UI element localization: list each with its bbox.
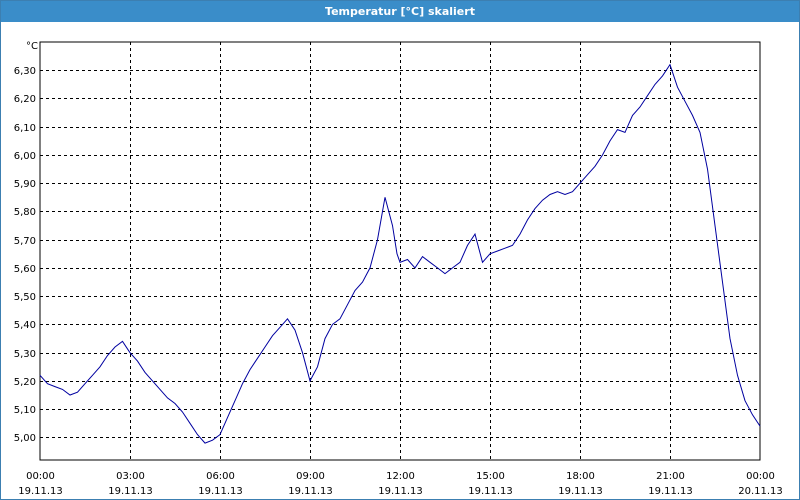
x-tick-time: 12:00 [386,471,415,482]
y-tick-label: 5,70 [14,236,36,247]
y-axis-unit: °C [26,41,38,52]
y-tick-label: 5,60 [14,264,36,275]
y-tick-label: 5,50 [14,292,36,303]
x-tick-time: 18:00 [566,471,595,482]
y-tick-label: 5,20 [14,377,36,388]
y-tick-label: 5,90 [14,179,36,190]
x-tick-date: 20.11.13 [738,486,783,497]
y-tick-label: 6,20 [14,94,36,105]
x-tick-time: 15:00 [476,471,505,482]
x-tick-date: 19.11.13 [18,486,63,497]
y-axis-labels: 5,00 5,10 5,20 5,30 5,40 5,50 5,60 5,70 5,80 5,90… [14,66,36,444]
x-axis-labels: 00:00 19.11.13 03:00 19.11.13 06:00 19.11.13 0… [18,471,783,497]
x-tick-date: 19.11.13 [108,486,153,497]
grid [40,42,760,460]
x-tick-date: 19.11.13 [468,486,513,497]
x-tick-date: 19.11.13 [378,486,423,497]
x-tick-date: 19.11.13 [648,486,693,497]
window-title: Temperatur [°C] skaliert [1,1,799,22]
x-tick-date: 19.11.13 [558,486,603,497]
y-tick-label: 5,10 [14,405,36,416]
y-tick-label: 6,30 [14,66,36,77]
y-tick-label: 6,10 [14,123,36,134]
x-tick-time: 21:00 [656,471,685,482]
x-tick-time: 06:00 [206,471,235,482]
plot-area-border [39,41,761,461]
x-tick-time: 09:00 [296,471,325,482]
x-tick-date: 19.11.13 [198,486,243,497]
y-tick-label: 5,30 [14,349,36,360]
y-tick-label: 5,00 [14,433,36,444]
x-tick-time: 00:00 [746,471,775,482]
y-tick-label: 5,80 [14,207,36,218]
x-tick-time: 00:00 [26,471,55,482]
x-tick-time: 03:00 [116,471,145,482]
y-tick-label: 5,40 [14,320,36,331]
series-line [39,63,761,444]
y-tick-label: 6,00 [14,151,36,162]
x-tick-date: 19.11.13 [288,486,333,497]
